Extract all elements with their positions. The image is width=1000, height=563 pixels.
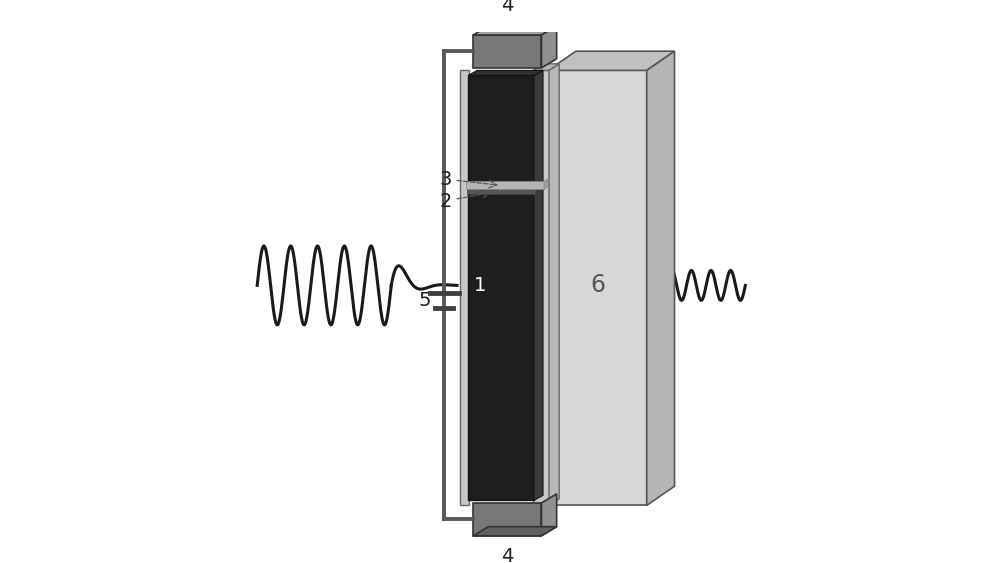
Polygon shape — [533, 64, 559, 70]
Polygon shape — [468, 70, 543, 75]
Polygon shape — [549, 64, 559, 506]
Polygon shape — [473, 527, 557, 536]
Text: 2: 2 — [439, 190, 490, 211]
Polygon shape — [534, 70, 543, 501]
Polygon shape — [541, 494, 557, 536]
Text: 4: 4 — [501, 547, 514, 563]
Polygon shape — [533, 70, 549, 506]
Polygon shape — [541, 26, 557, 68]
Text: 3: 3 — [439, 170, 497, 189]
Polygon shape — [460, 70, 469, 506]
Polygon shape — [473, 35, 541, 68]
Polygon shape — [466, 181, 544, 189]
Polygon shape — [647, 51, 675, 506]
Polygon shape — [468, 75, 534, 501]
Polygon shape — [473, 26, 557, 35]
Polygon shape — [467, 189, 535, 194]
Polygon shape — [473, 503, 541, 536]
Polygon shape — [544, 179, 548, 189]
Text: 1: 1 — [474, 276, 486, 295]
Text: 6: 6 — [590, 274, 605, 297]
Polygon shape — [548, 51, 675, 70]
Polygon shape — [548, 70, 647, 506]
Text: 5: 5 — [419, 291, 431, 310]
Text: 4: 4 — [501, 0, 514, 15]
